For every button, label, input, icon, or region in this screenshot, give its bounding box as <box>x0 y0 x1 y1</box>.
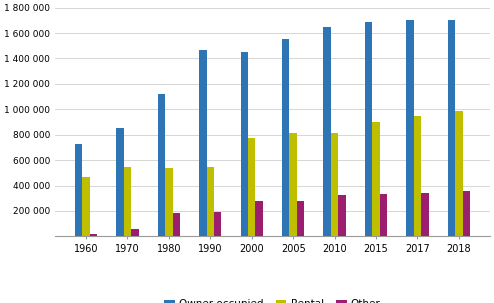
Bar <box>82 177 90 236</box>
Bar <box>124 167 131 236</box>
Bar <box>406 20 413 236</box>
Bar <box>131 229 139 236</box>
Bar <box>214 212 221 236</box>
Bar <box>413 116 421 236</box>
Bar <box>297 201 304 236</box>
Bar <box>380 194 387 236</box>
Bar <box>241 52 248 236</box>
Bar <box>248 138 255 236</box>
Bar <box>172 214 180 236</box>
Legend: Owner occupied, Rental, Other: Owner occupied, Rental, Other <box>160 295 385 303</box>
Bar <box>338 195 346 236</box>
Bar <box>90 235 97 236</box>
Bar <box>365 22 372 236</box>
Bar <box>199 50 206 236</box>
Bar <box>462 191 470 236</box>
Bar <box>255 201 263 236</box>
Bar <box>206 167 214 236</box>
Bar <box>372 122 380 236</box>
Bar <box>116 128 124 236</box>
Bar <box>455 111 462 236</box>
Bar <box>158 94 165 236</box>
Bar <box>421 192 429 236</box>
Bar <box>282 39 289 236</box>
Bar <box>289 133 297 236</box>
Bar <box>331 133 338 236</box>
Bar <box>165 168 172 236</box>
Bar <box>75 144 82 236</box>
Bar <box>448 20 455 236</box>
Bar <box>324 27 331 236</box>
